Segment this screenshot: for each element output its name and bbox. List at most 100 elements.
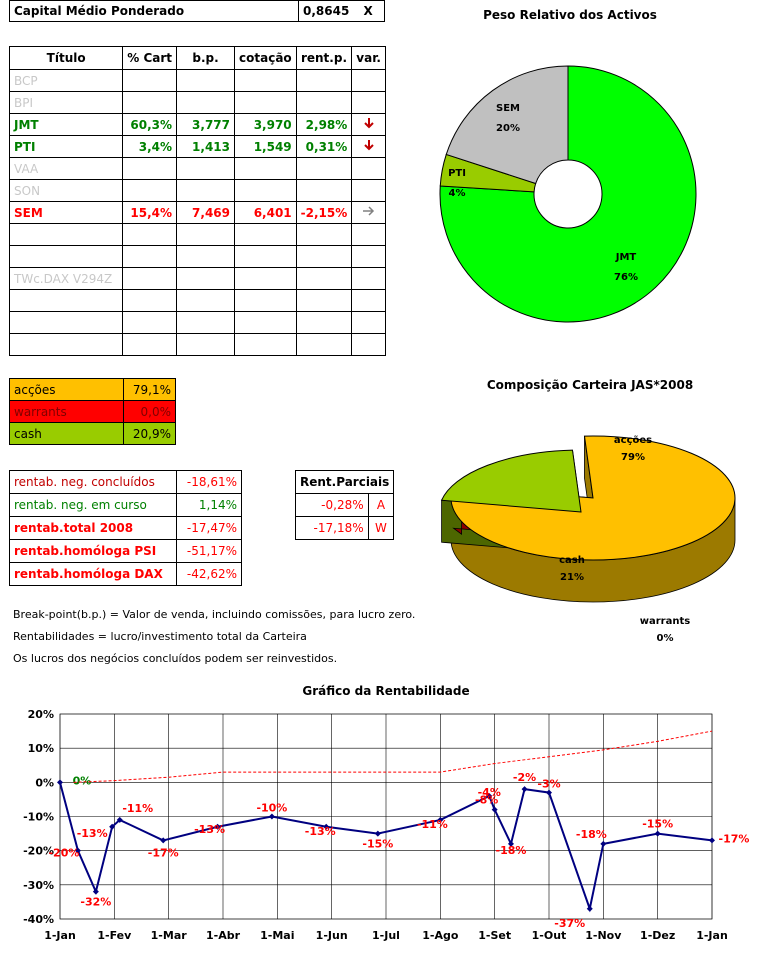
y-tick-label: -20%: [23, 845, 54, 858]
holding-bp: 7,469: [176, 201, 236, 224]
x-tick-label: 1-Jan: [696, 929, 728, 942]
doughnut-slice-jmt: [439, 65, 697, 323]
holding-row: [8, 223, 386, 246]
data-label: -2%: [513, 771, 536, 784]
holding-cotacao: 6,401: [234, 201, 297, 224]
benchmark-line: [73, 730, 713, 783]
pie3d-label: warrants: [640, 616, 690, 627]
note-lucros: Os lucros dos negócios concluídos podem …: [13, 652, 338, 665]
data-label: -18%: [496, 844, 527, 857]
returns-value: -18,61%: [176, 470, 242, 494]
composition-label: warrants: [9, 400, 124, 423]
arrow-right-icon: [351, 201, 386, 224]
x-tick-label: 1-Fev: [97, 929, 132, 942]
holding-row: PTI 3,4% 1,413 1,549 0,31%: [8, 135, 386, 158]
data-label: -8%: [475, 794, 498, 807]
pie3d-label: cash: [559, 555, 585, 566]
data-point: [600, 840, 607, 847]
holding-rent: -2,15%: [295, 201, 353, 224]
doughnut-value-label: 20%: [496, 123, 520, 134]
doughnut-title: Peso Relativo dos Activos: [483, 8, 657, 22]
holding-bp: 1,413: [176, 135, 236, 158]
returns-value: -17,47%: [176, 516, 242, 540]
data-point: [586, 905, 593, 912]
composition-row: acções 79,1%: [9, 378, 176, 401]
line-title: Gráfico da Rentabilidade: [302, 684, 470, 698]
holding-cart: [122, 157, 178, 180]
holding-row: [8, 245, 386, 268]
holding-bp: [176, 91, 236, 114]
partial-value: -17,18%: [295, 516, 369, 540]
y-tick-label: -10%: [23, 811, 54, 824]
returns-label: rentab. neg. concluídos: [9, 470, 177, 494]
header-var: var.: [351, 46, 386, 70]
x-tick-label: 1-Set: [478, 929, 511, 942]
holding-cart: [122, 91, 178, 114]
holding-cotacao: 1,549: [234, 135, 297, 158]
holding-row: BCP: [8, 69, 386, 92]
doughnut-label: SEM: [496, 103, 520, 114]
data-point: [507, 840, 514, 847]
holding-rent: [295, 157, 353, 180]
holding-row: [8, 311, 386, 334]
x-tick-label: 1-Nov: [585, 929, 622, 942]
data-point: [74, 847, 81, 854]
pie3d-chart: Composição Carteira JAS*2008 acções 79% wa…: [440, 378, 740, 658]
var-cell: [351, 289, 386, 312]
holding-name: JMT: [8, 113, 124, 136]
data-point: [57, 779, 63, 786]
holdings-body: BCP BPI JMT 60,3% 3,777 3,970 2,98% PTI 3,4% 1,41…: [8, 69, 386, 356]
data-label: -10%: [256, 802, 287, 815]
data-label: -13%: [77, 827, 108, 840]
data-label: -17%: [719, 832, 750, 845]
var-cell: [351, 91, 386, 114]
holding-bp: [176, 157, 236, 180]
data-label: 0%: [73, 774, 92, 787]
holding-cart: [122, 311, 178, 334]
holding-bp: [176, 311, 236, 334]
holding-cotacao: [234, 245, 297, 268]
composition-label: cash: [9, 422, 124, 445]
holding-cotacao: [234, 223, 297, 246]
var-cell: [351, 69, 386, 92]
holding-cotacao: [234, 69, 297, 92]
arrow-down-icon: [351, 113, 386, 136]
holding-rent: [295, 69, 353, 92]
y-tick-label: -30%: [23, 879, 54, 892]
holding-name: VAA: [8, 157, 124, 180]
partial-returns-table: Rent.Parciais -0,28% A -17,18% W: [294, 470, 395, 540]
header-bp: b.p.: [176, 46, 236, 70]
holding-cart: [122, 267, 178, 290]
data-label: -17%: [148, 846, 179, 859]
data-label: -15%: [362, 838, 393, 851]
data-point: [116, 816, 123, 823]
holding-rent: [295, 245, 353, 268]
holding-name: PTI: [8, 135, 124, 158]
data-label: -3%: [537, 778, 560, 791]
data-label: -13%: [305, 825, 336, 838]
holding-cotacao: [234, 91, 297, 114]
capital-unit: X: [363, 4, 373, 18]
var-cell: [351, 157, 386, 180]
data-point: [268, 813, 275, 820]
data-label: -11%: [122, 802, 153, 815]
holding-bp: [176, 245, 236, 268]
data-point: [374, 830, 381, 837]
doughnut-value-label: 4%: [449, 188, 466, 199]
returns-value: 1,14%: [176, 493, 242, 517]
holding-bp: [176, 267, 236, 290]
holding-name: BCP: [8, 69, 124, 92]
holding-cart: [122, 333, 178, 356]
composition-table: acções 79,1% warrants 0,0% cash 20,9%: [9, 378, 176, 445]
holding-bp: [176, 223, 236, 246]
partial-value: -0,28%: [295, 493, 369, 517]
returns-value: -51,17%: [176, 539, 242, 563]
data-label: -15%: [642, 818, 673, 831]
holding-name: [8, 245, 124, 268]
holding-name: [8, 311, 124, 334]
data-label: -18%: [576, 828, 607, 841]
data-point: [437, 816, 444, 823]
var-cell: [351, 267, 386, 290]
holding-cotacao: [234, 157, 297, 180]
composition-value: 0,0%: [123, 400, 176, 423]
